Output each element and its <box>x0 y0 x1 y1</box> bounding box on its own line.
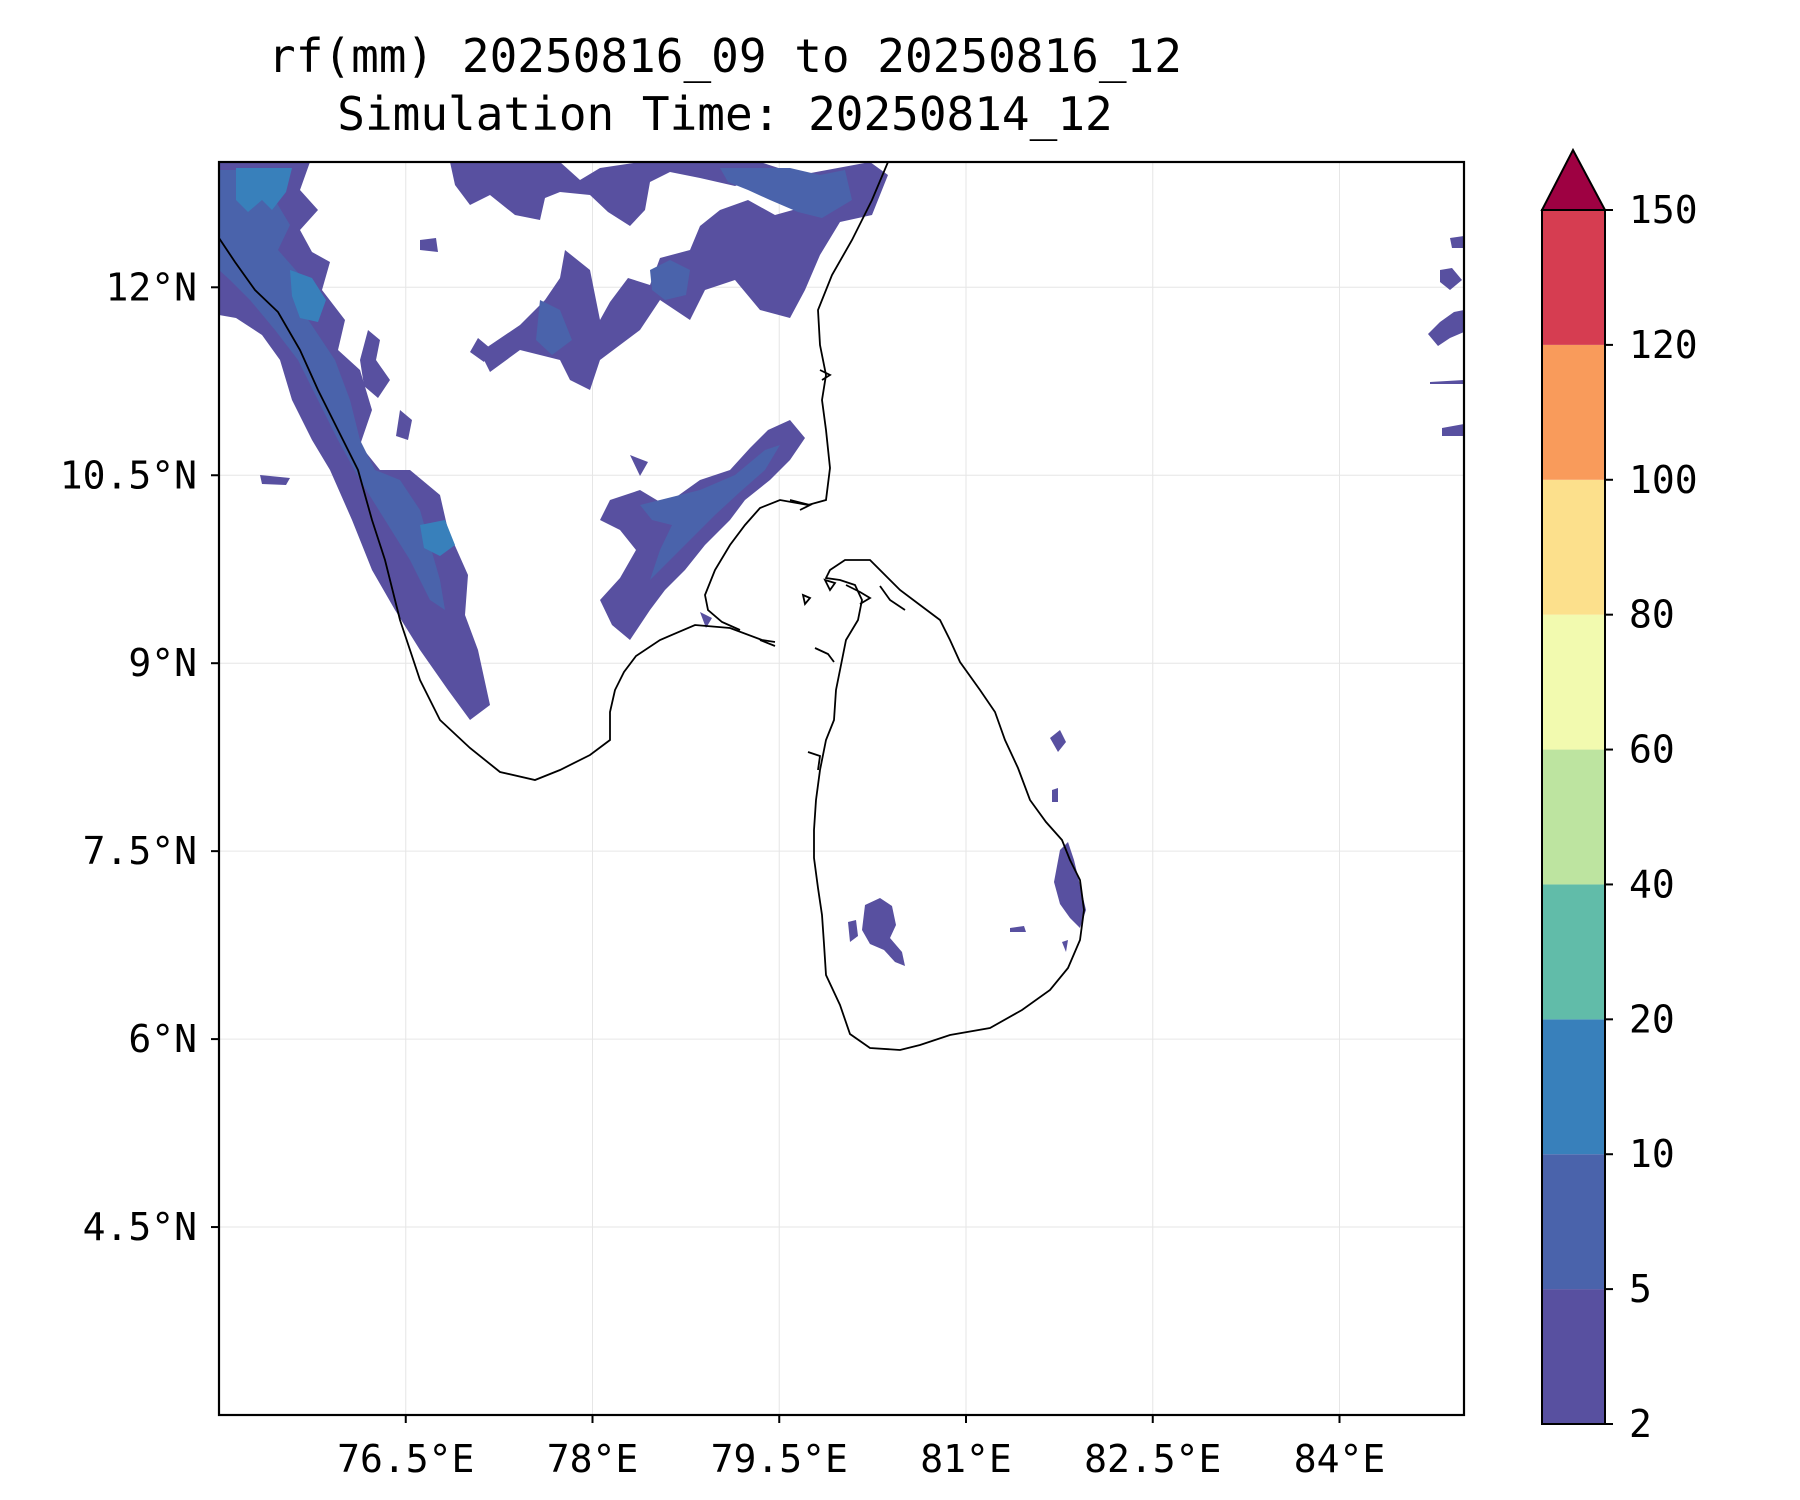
colorbar-tick-label: 100 <box>1629 458 1698 502</box>
longitude-tick-labels: 76.5°E 78°E 79.5°E 81°E 82.5°E 84°E <box>337 1437 1385 1481</box>
coastline-small-islands <box>801 578 837 606</box>
colorbar-frame <box>1541 209 1606 1425</box>
colorbar-bin <box>1542 1289 1605 1424</box>
colorbar-bin <box>1542 1019 1605 1155</box>
x-tick-label: 78°E <box>547 1437 639 1481</box>
map-frame <box>217 160 1466 1417</box>
y-tick-label: 10.5°N <box>60 453 197 497</box>
x-tick-label: 79.5°E <box>711 1437 848 1481</box>
coastline-india-west <box>219 237 776 781</box>
coastline-jaffna-detail <box>807 584 906 771</box>
rain-patch-sri-lanka-west-dot <box>848 920 858 942</box>
x-tick-label: 84°E <box>1294 1437 1386 1481</box>
x-tick-label: 76.5°E <box>337 1437 474 1481</box>
x-tick-label: 81°E <box>920 1437 1012 1481</box>
rain-patch-central-band-medium <box>640 445 780 580</box>
y-tick-label: 7.5°N <box>83 829 197 873</box>
rain-patch-north-band-medium <box>536 168 852 355</box>
latitude-tick-labels: 12°N 10.5°N 9°N 7.5°N 6°N 4.5°N <box>60 265 197 1249</box>
colorbar-bin <box>1542 210 1605 345</box>
colorbar-bin <box>1542 1154 1605 1290</box>
rain-patch-sri-lanka-east-small <box>1010 730 1068 952</box>
colorbar-tick-labels: 2 5 10 20 40 60 80 100 120 150 <box>1629 188 1698 1446</box>
colorbar: 2 5 10 20 40 60 80 100 120 150 <box>1540 147 1698 1446</box>
colorbar-tick-label: 20 <box>1629 997 1675 1041</box>
coastline-india-east-inlets <box>759 369 832 647</box>
colorbar-bin <box>1542 614 1605 750</box>
y-tick-label: 4.5°N <box>83 1205 197 1249</box>
colorbar-tick-label: 10 <box>1629 1132 1675 1176</box>
colorbar-tick-label: 2 <box>1629 1402 1652 1446</box>
colorbar-tick-label: 60 <box>1629 728 1675 772</box>
colorbar-tick-label: 80 <box>1629 593 1675 637</box>
y-tick-label: 12°N <box>105 265 197 309</box>
colorbar-bin <box>1542 884 1605 1020</box>
rain-patch-west-coast-medium <box>219 170 445 610</box>
rain-patch-sri-lanka-east <box>1054 842 1086 928</box>
rain-patch-sri-lanka-central <box>862 898 905 966</box>
colorbar-extend-arrow <box>1540 147 1607 211</box>
colorbar-tick-label: 40 <box>1629 862 1675 906</box>
coastlines <box>219 162 1085 1051</box>
figure-subtitle: Simulation Time: 20250814_12 <box>337 87 1113 141</box>
x-tick-label: 82.5°E <box>1084 1437 1221 1481</box>
figure-title: rf(mm) 20250816_09 to 20250816_12 <box>268 29 1182 83</box>
rain-patch-ghats-interior <box>260 330 412 485</box>
colorbar-bin <box>1542 479 1605 615</box>
map-axis-ticks <box>211 286 1341 1423</box>
rain-patch-east-edge <box>1428 236 1464 436</box>
colorbar-tick-label: 120 <box>1629 323 1698 367</box>
y-tick-label: 6°N <box>128 1017 197 1061</box>
colorbar-tick-label: 150 <box>1629 188 1698 232</box>
colorbar-bin <box>1542 749 1605 885</box>
coastline-sri-lanka <box>813 559 1085 1051</box>
y-tick-label: 9°N <box>128 641 197 685</box>
colorbar-bin <box>1542 344 1605 480</box>
rainfall-layer <box>219 162 1464 966</box>
colorbar-bins <box>1542 210 1605 1424</box>
map-background <box>219 162 1464 1415</box>
colorbar-tick-label: 5 <box>1629 1267 1652 1311</box>
colorbar-ticks <box>1605 209 1613 1425</box>
coastline-india-east <box>704 162 889 631</box>
